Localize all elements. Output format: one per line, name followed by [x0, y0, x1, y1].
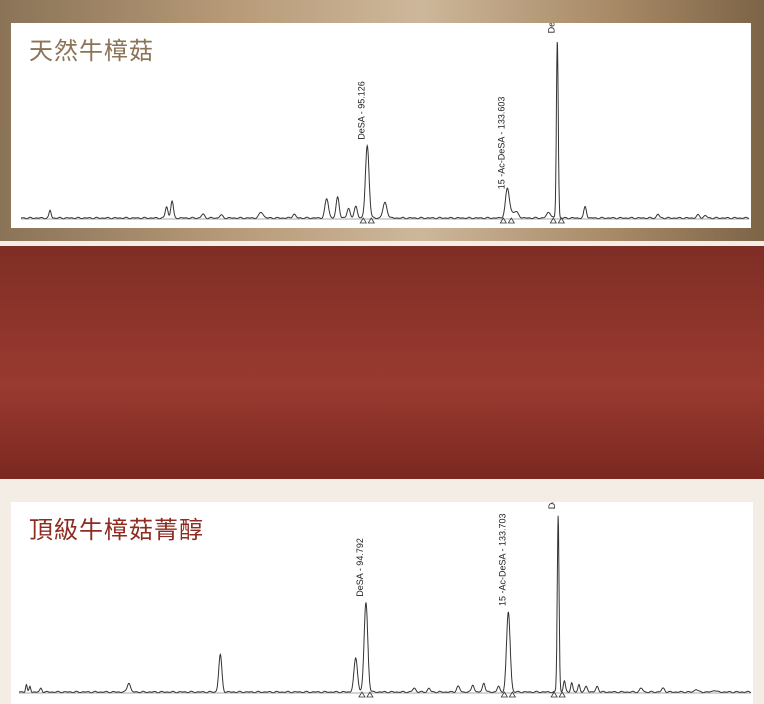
bottom-chromatogram-panel: 頂級牛樟菇菁醇 DeSA - 94.792 15 -Ac-DeSA - 133.7…	[11, 502, 753, 704]
bottom-peak-label-2: DeEA - 147.311	[547, 502, 557, 509]
top-chromatogram-chart: DeSA - 95.126 15 -Ac-DeSA - 133.603 DeEA -…	[21, 23, 750, 224]
bottom-chromatogram-trace	[19, 515, 752, 694]
bottom-chromatogram-chart: DeSA - 94.792 15 -Ac-DeSA - 133.703 DeEA -…	[19, 502, 752, 698]
top-peak-label-1: 15 -Ac-DeSA - 133.603	[496, 97, 506, 190]
top-chromatogram-trace	[21, 42, 750, 220]
top-peak-marker-1	[499, 217, 508, 224]
top-peak-marker-0	[359, 217, 367, 224]
bottom-peak-label-1: 15 -Ac-DeSA - 133.703	[497, 513, 507, 606]
top-peak-marker-0	[367, 217, 375, 224]
top-peak-marker-1	[507, 217, 516, 224]
top-peak-marker-2	[549, 217, 558, 224]
top-peak-label-2: DeEA - 147.340	[546, 23, 556, 33]
top-panel-title: 天然牛樟菇	[29, 37, 154, 65]
bottom-peak-label-0: DeSA - 94.792	[355, 538, 365, 597]
top-peak-marker-2	[557, 217, 566, 224]
top-panel-frame: 天然牛樟菇 DeSA - 95.126 15 -Ac-DeSA - 133.603…	[0, 0, 764, 241]
bottom-panel-frame: 頂級牛樟菇菁醇 DeSA - 94.792 15 -Ac-DeSA - 133.7…	[0, 246, 764, 704]
top-peak-label-0: DeSA - 95.126	[356, 81, 366, 140]
top-chromatogram-panel: 天然牛樟菇 DeSA - 95.126 15 -Ac-DeSA - 133.603…	[11, 23, 751, 228]
